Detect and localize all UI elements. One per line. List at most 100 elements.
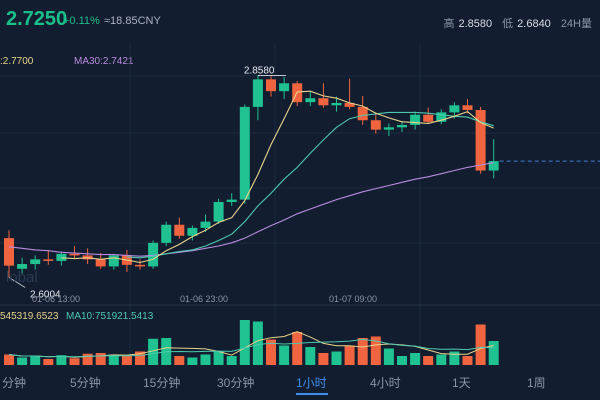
candle-body-20 xyxy=(266,79,276,92)
volume-bar-0 xyxy=(4,354,14,365)
volume-bar-30 xyxy=(397,356,407,365)
candle-body-10 xyxy=(135,264,145,267)
tab-1min[interactable]: 分钟 xyxy=(2,376,27,390)
ma30-line xyxy=(8,162,494,257)
candle-body-3 xyxy=(43,259,54,261)
watermark: lobal xyxy=(6,269,38,286)
x-tick-label-0: 01-06 13:00 xyxy=(32,294,80,304)
price-change: +0.11% xyxy=(63,15,100,27)
volume-bar-3 xyxy=(43,359,54,365)
candle-body-31 xyxy=(410,114,421,125)
volume-bar-25 xyxy=(331,351,342,365)
candle-body-25 xyxy=(331,102,342,106)
volume-bar-9 xyxy=(121,356,132,365)
candle-body-17 xyxy=(226,199,237,202)
volume-bar-27 xyxy=(357,338,368,365)
volume-bar-34 xyxy=(449,351,460,365)
volume-bar-23 xyxy=(305,347,316,365)
candle-body-12 xyxy=(161,224,172,243)
volume-bar-6 xyxy=(82,353,93,365)
volume-bar-11 xyxy=(148,338,159,365)
candle-body-0 xyxy=(4,238,14,266)
candle-body-28 xyxy=(370,120,381,130)
candle-body-4 xyxy=(56,253,67,261)
volume-bar-33 xyxy=(436,354,447,365)
volume-bar-35 xyxy=(462,356,473,365)
volume-bar-18 xyxy=(239,320,250,365)
volume-bar-28 xyxy=(370,336,381,365)
tab-1hour[interactable]: 1小时 xyxy=(296,376,327,390)
candle-body-19 xyxy=(252,79,263,107)
candle-body-29 xyxy=(383,127,394,130)
tab-15min[interactable]: 15分钟 xyxy=(143,376,181,390)
volume-bar-20 xyxy=(266,339,276,365)
price-cny: ≈18.85CNY xyxy=(104,15,161,27)
volume-bar-36 xyxy=(475,324,486,365)
volume-bar-4 xyxy=(56,355,67,365)
candle-body-33 xyxy=(436,112,447,122)
candle-body-37 xyxy=(488,161,499,171)
low-label: 低 xyxy=(502,18,514,30)
volume-bar-5 xyxy=(69,358,80,365)
candle-body-32 xyxy=(423,114,434,122)
volume-bar-1 xyxy=(17,357,28,365)
volume-bar-15 xyxy=(200,354,211,365)
candle-body-34 xyxy=(449,105,460,113)
active-tab-indicator xyxy=(296,393,328,395)
candle-body-2 xyxy=(30,259,41,265)
volume-ma5-line xyxy=(8,331,494,358)
volume-bar-7 xyxy=(95,353,106,365)
ma30-value: MA30:2.7421 xyxy=(74,56,134,67)
candle-body-7 xyxy=(95,259,106,267)
volume-bar-26 xyxy=(344,345,355,365)
candle-body-8 xyxy=(108,255,119,267)
volume-bar-21 xyxy=(279,345,290,365)
volume-bar-17 xyxy=(226,356,237,365)
candle-body-36 xyxy=(475,110,486,171)
header-bar: 2.7250 +0.11% ≈18.85CNY 高 2.8580 低 2.6840 24… xyxy=(0,0,600,44)
low-annotation: 2.6004 xyxy=(30,289,61,300)
candle-body-35 xyxy=(462,105,473,111)
tab-1week[interactable]: 1周 xyxy=(527,376,546,390)
volume-ma10-line xyxy=(8,338,494,358)
volume-bar-37 xyxy=(488,341,499,365)
candle-body-15 xyxy=(200,221,211,228)
high-low-box: 高 2.8580 低 2.6840 24H量 xyxy=(444,15,593,31)
volume-period: 24H量 xyxy=(560,18,592,30)
tab-30min[interactable]: 30分钟 xyxy=(217,376,255,390)
volume-bar-14 xyxy=(187,357,198,365)
tab-4hour[interactable]: 4小时 xyxy=(370,376,401,390)
high-value: 2.8580 xyxy=(458,18,493,30)
tab-1day[interactable]: 1天 xyxy=(452,376,471,390)
volume-bar-8 xyxy=(108,354,119,365)
candle-body-21 xyxy=(279,83,290,92)
volume-bar-29 xyxy=(383,348,394,365)
volume-bar-24 xyxy=(318,353,329,365)
candle-body-30 xyxy=(397,124,407,128)
volume-ma-value: 545319.6523 xyxy=(0,311,59,322)
high-annotation: 2.8580 xyxy=(244,65,275,76)
candle-body-26 xyxy=(344,102,355,107)
volume-bar-2 xyxy=(30,356,41,365)
candle-body-14 xyxy=(187,227,198,236)
volume-bar-13 xyxy=(174,356,185,365)
candle-body-23 xyxy=(305,98,316,103)
ma-yellow-line xyxy=(61,90,494,264)
volume-ma10-value: MA10:751921.5413 xyxy=(66,311,154,322)
low-value: 2.6840 xyxy=(517,18,551,30)
volume-bar-19 xyxy=(252,321,263,365)
tab-5min[interactable]: 5分钟 xyxy=(70,376,101,390)
volume-bar-32 xyxy=(423,356,434,365)
volume-bar-16 xyxy=(213,351,224,365)
last-price: 2.7250 xyxy=(6,8,68,30)
candle-body-5 xyxy=(69,253,80,256)
ma-teal-line xyxy=(126,111,494,259)
candle-body-16 xyxy=(213,201,224,222)
volume-bar-22 xyxy=(292,332,303,365)
candle-body-24 xyxy=(318,98,329,106)
high-label: 高 xyxy=(443,18,455,30)
candle-body-11 xyxy=(148,242,159,267)
candle-body-13 xyxy=(174,224,185,236)
volume-bar-10 xyxy=(135,351,145,365)
